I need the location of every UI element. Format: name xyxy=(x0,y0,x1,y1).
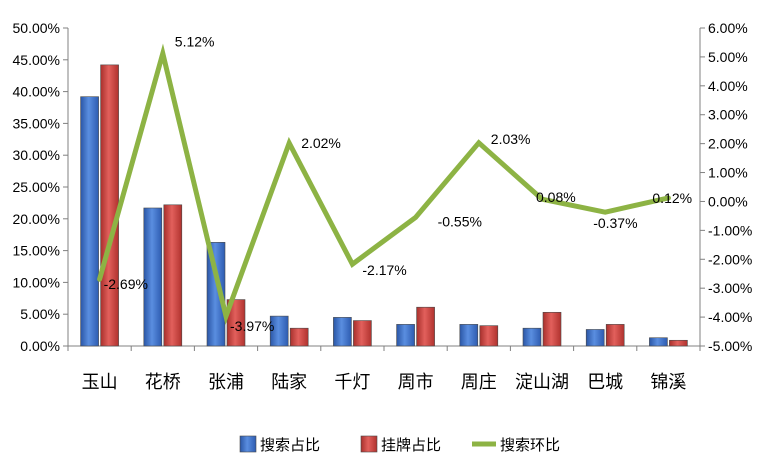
x-tick-label: 玉山 xyxy=(82,372,118,392)
y-left-tick-label: 15.00% xyxy=(13,243,60,259)
y-right-tick-label: 4.00% xyxy=(708,78,748,94)
y-left-tick-label: 10.00% xyxy=(13,274,60,290)
x-tick-label: 周市 xyxy=(398,372,434,392)
bar xyxy=(605,324,625,347)
legend: 搜索占比 挂牌占比 搜索环比 xyxy=(239,435,560,454)
x-tick-label: 周庄 xyxy=(461,372,497,392)
data-label: 0.08% xyxy=(536,189,576,205)
bar xyxy=(396,324,415,347)
y-left-tick-label: 5.00% xyxy=(20,306,60,322)
bar xyxy=(143,207,163,347)
y-right-tick-label: -1.00% xyxy=(708,222,752,238)
y-right-tick-label: -3.00% xyxy=(708,280,752,296)
bar xyxy=(585,329,605,347)
legend-label: 搜索环比 xyxy=(500,437,560,454)
y-right-tick-label: 2.00% xyxy=(708,136,748,152)
x-tick-label: 淀山湖 xyxy=(515,372,569,392)
data-label: 2.03% xyxy=(491,131,531,147)
x-tick-label: 花桥 xyxy=(145,372,181,392)
bar xyxy=(206,242,226,347)
data-label: -3.97% xyxy=(230,318,274,334)
bar xyxy=(522,327,542,347)
y-right-tick-label: -4.00% xyxy=(708,309,752,325)
bar xyxy=(353,320,372,347)
y-left-tick-label: 20.00% xyxy=(13,211,60,227)
y-left-tick-label: 45.00% xyxy=(13,52,60,68)
x-tick-label: 陆家 xyxy=(271,372,307,392)
y-left-tick-label: 30.00% xyxy=(13,147,60,163)
bar xyxy=(542,311,562,347)
series-line xyxy=(97,43,671,325)
bar xyxy=(459,324,479,347)
data-label: -0.55% xyxy=(438,213,482,229)
x-tick-label: 千灯 xyxy=(334,372,370,392)
bar xyxy=(163,204,183,347)
legend-label: 挂牌占比 xyxy=(381,437,441,454)
bar xyxy=(669,339,688,347)
y-left-tick-label: 0.00% xyxy=(20,338,60,354)
bar xyxy=(100,64,119,347)
data-label: -0.37% xyxy=(593,215,637,231)
y-right-tick-label: 6.00% xyxy=(708,20,748,36)
y-right-tick-label: 1.00% xyxy=(708,165,748,181)
data-label: 5.12% xyxy=(175,33,215,49)
x-tick-label: 巴城 xyxy=(587,372,623,392)
y-left-tick-label: 50.00% xyxy=(13,20,60,36)
y-right-tick-label: 3.00% xyxy=(708,107,748,123)
data-label: -2.69% xyxy=(104,276,148,292)
bar xyxy=(289,327,309,347)
y-left-tick-label: 35.00% xyxy=(13,115,60,131)
bar xyxy=(649,337,668,347)
bar xyxy=(226,299,246,347)
y-right-tick-label: 5.00% xyxy=(708,49,748,65)
legend-swatch xyxy=(239,435,257,453)
bar xyxy=(479,325,499,347)
legend-swatch xyxy=(360,435,378,453)
data-label: 0.12% xyxy=(652,190,692,206)
x-tick-label: 锦溪 xyxy=(650,372,686,392)
data-label: -2.17% xyxy=(362,262,406,278)
y-left-tick-label: 40.00% xyxy=(13,84,60,100)
data-label: 2.02% xyxy=(301,135,341,151)
y-right-tick-label: -5.00% xyxy=(708,338,752,354)
y-left-tick-label: 25.00% xyxy=(13,179,60,195)
bar xyxy=(269,315,289,347)
y-right-tick-label: 0.00% xyxy=(708,193,748,209)
y-right-tick-label: -2.00% xyxy=(708,251,752,267)
bar xyxy=(80,96,99,347)
bar xyxy=(416,306,435,347)
legend-label: 搜索占比 xyxy=(260,437,320,454)
x-tick-label: 张浦 xyxy=(208,372,244,392)
bar xyxy=(333,317,352,347)
